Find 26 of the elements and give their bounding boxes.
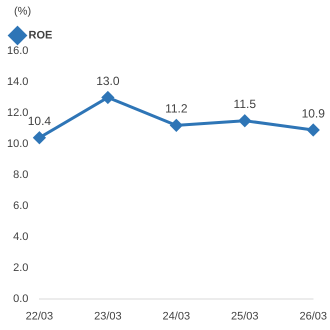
data-label: 10.9 [302, 106, 326, 120]
data-label: 11.5 [234, 97, 256, 112]
y-tick-label: 16.0 [6, 45, 28, 58]
x-tick-label: 26/03 [299, 310, 327, 322]
y-tick-label: 8.0 [13, 168, 28, 181]
y-tick-label: 10.0 [6, 138, 28, 150]
point [170, 119, 182, 132]
y-tick-label: 14.0 [6, 76, 28, 88]
x-tick-label: 24/03 [162, 310, 190, 322]
x-tick-label: 23/03 [94, 310, 122, 322]
y-tick-label: 6.0 [13, 200, 28, 212]
point [33, 132, 46, 144]
y-tick-label: 4.0 [13, 230, 28, 243]
data-label: 13.0 [96, 74, 120, 88]
data-label: 10.4 [28, 114, 52, 128]
y-tick-label: 0.0 [13, 292, 28, 305]
legend-label: ROE [28, 30, 52, 42]
x-tick-label: 22/03 [26, 310, 54, 322]
point [307, 124, 320, 136]
y-axis-title: (%) [14, 6, 32, 18]
point [238, 114, 251, 127]
data-label: 11.2 [165, 102, 188, 116]
y-tick-label: 12.0 [6, 106, 28, 119]
x-tick-label: 25/03 [231, 310, 259, 322]
y-tick-label: 2.0 [13, 262, 28, 274]
point [102, 91, 114, 104]
